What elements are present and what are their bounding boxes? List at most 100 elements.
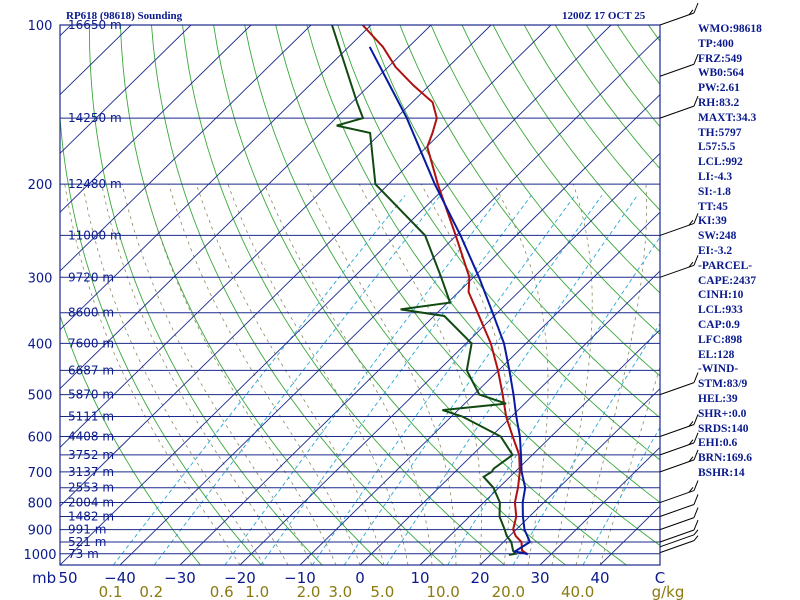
profile-dewpoint: [331, 25, 518, 556]
height-label: 73 m: [68, 547, 99, 561]
dry-adiabat: [492, 25, 660, 253]
isotherm: [179, 93, 660, 565]
mixing-ratio-label: 40.0: [561, 583, 594, 600]
height-label: 521 m: [68, 535, 106, 549]
pressure-label: 600: [28, 430, 53, 445]
index-line: LCL:933: [698, 304, 743, 317]
isotherm: [60, 25, 432, 390]
wind-barb-staff: [659, 222, 695, 236]
index-line: TH:5797: [698, 126, 742, 139]
isotherm: [60, 25, 552, 507]
moist-adiabat: [168, 184, 361, 565]
wind-barb-staff: [659, 504, 695, 517]
wind-barb-flag: [693, 480, 699, 491]
mixing-ratio-label: 20.0: [492, 583, 525, 600]
index-line: CAP:0.9: [698, 319, 740, 331]
wind-barbs: [659, 2, 699, 554]
index-line: PW:2.61: [698, 82, 740, 95]
temperature-tick: −40: [104, 569, 136, 587]
mixing-ratio-line: [512, 322, 660, 565]
sounding-time: 1200Z 17 OCT 25: [562, 10, 646, 22]
index-line: SHR+:0.0: [698, 407, 747, 420]
dry-adiabat: [275, 25, 660, 547]
mixing-ratio-line: [153, 195, 441, 565]
wind-barb: [659, 414, 699, 437]
wind-barb: [659, 529, 699, 548]
height-label: 5870 m: [68, 388, 114, 402]
index-line: TP:400: [698, 37, 734, 50]
index-line: EHI:0.6: [698, 437, 738, 450]
profile-parcel: [368, 46, 532, 556]
pressure-label: 700: [28, 466, 53, 481]
isotherm: [479, 387, 660, 565]
wind-barb: [659, 213, 699, 236]
height-label: 14250 m: [68, 111, 122, 125]
pressure-label: 500: [28, 389, 53, 404]
index-line: SW:248: [698, 230, 737, 243]
dry-adiabat: [399, 25, 660, 377]
index-line: WB0:564: [698, 67, 744, 80]
isotherm: [419, 329, 660, 565]
index-line: CAPE:2437: [698, 274, 757, 287]
pressure-unit-label: mb: [32, 569, 56, 587]
index-line: LFC:898: [698, 333, 743, 346]
isotherm: [359, 270, 660, 565]
mixing-ratio-unit: g/kg: [652, 583, 685, 600]
moist-adiabat: [101, 184, 289, 565]
wind-barb-flag: [693, 255, 699, 266]
moist-adiabat: [64, 184, 241, 565]
dry-adiabat: [88, 25, 323, 565]
wind-barb-flag: [688, 420, 694, 427]
height-label: 1482 m: [68, 509, 114, 523]
wind-barb: [659, 95, 699, 119]
wind-barb: [659, 255, 699, 278]
wind-barb: [659, 432, 699, 456]
wind-barb-flag: [693, 507, 699, 518]
mixing-ratio-line: [112, 195, 406, 565]
isotherm: [0, 25, 11, 565]
wind-barb-flag: [693, 372, 699, 383]
dry-adiabat: [60, 111, 262, 565]
wind-barb-staff: [659, 534, 695, 548]
wind-barb: [659, 449, 699, 473]
wind-barb-flag: [693, 95, 699, 107]
index-line: -PARCEL-: [698, 259, 753, 272]
temperature-tick: 20: [470, 569, 489, 587]
temperature-tick: 40: [590, 569, 609, 587]
height-label: 6687 m: [68, 363, 114, 377]
wind-barb-flag: [688, 219, 694, 226]
pressure-label: 200: [28, 178, 53, 193]
isotherm: [119, 35, 660, 565]
moist-adiabat: [143, 184, 337, 565]
dry-adiabat: [337, 25, 660, 461]
index-line: LCL:992: [698, 156, 743, 169]
height-label: 11000 m: [68, 228, 122, 242]
index-line: HEL:39: [698, 393, 738, 405]
height-label: 16650 m: [68, 18, 122, 32]
dry-adiabat: [368, 25, 660, 419]
wind-barb: [659, 494, 699, 517]
profile-temperature: [361, 25, 529, 556]
dry-adiabat: [430, 25, 660, 336]
isotherm: [60, 25, 252, 213]
index-line: BRN:169.6: [698, 452, 752, 465]
dry-adiabat: [60, 314, 201, 565]
height-label: 4408 m: [68, 429, 114, 443]
dry-adiabat: [306, 25, 660, 503]
wind-barb: [659, 480, 699, 504]
wind-barb-flag: [688, 487, 694, 493]
mixing-ratio-line: [582, 426, 660, 565]
index-line: SI:-1.8: [698, 185, 731, 198]
mixing-ratio-label: 0.1: [99, 583, 123, 600]
wind-barb-staff: [659, 540, 695, 554]
wind-barb: [659, 2, 699, 26]
pressure-label: 1000: [23, 548, 56, 563]
wind-barb-staff: [659, 517, 695, 531]
index-line: FRZ:549: [698, 52, 743, 65]
dry-adiabat: [151, 25, 445, 565]
temperature-tick: 0: [355, 569, 365, 587]
wind-barb-flag: [688, 456, 694, 462]
height-label: 3752 m: [68, 448, 114, 462]
height-label: 12480 m: [68, 177, 122, 191]
